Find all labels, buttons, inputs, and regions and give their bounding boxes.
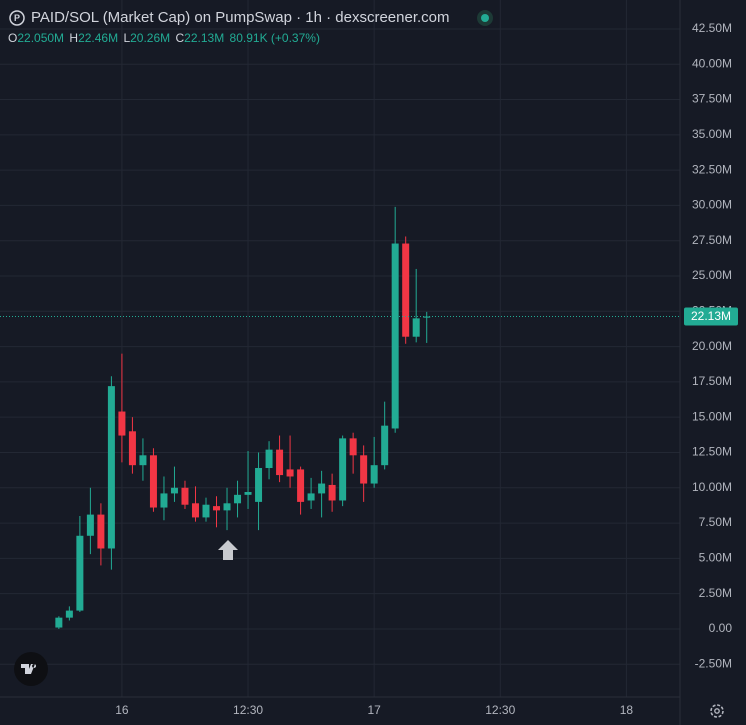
candle-body — [213, 506, 221, 511]
candle-body — [55, 617, 63, 628]
candle-body — [139, 455, 147, 466]
candle-body — [255, 468, 263, 502]
candle-body — [328, 484, 336, 501]
candle-body — [349, 438, 357, 456]
legend-label: O — [8, 31, 17, 45]
chart-title[interactable]: PAID/SOL (Market Cap) on PumpSwap · 1h ·… — [31, 9, 450, 26]
y-tick-label: 32.50M — [692, 162, 732, 176]
y-tick-label: 42.50M — [692, 21, 732, 35]
price-layer: 22.13M — [0, 307, 738, 326]
settings-gear-center — [714, 708, 720, 714]
candle-body — [128, 431, 136, 466]
y-tick-label: 12.50M — [692, 445, 732, 459]
settings-gear[interactable] — [710, 704, 724, 718]
y-tick-label: 0.00 — [709, 621, 733, 635]
candle-body — [370, 465, 378, 484]
x-tick-label: 17 — [367, 703, 381, 717]
x-tick-label: 18 — [620, 703, 634, 717]
x-tick-label: 16 — [115, 703, 129, 717]
candle-body — [286, 469, 294, 477]
candle-body — [181, 487, 189, 505]
y-tick-label: 37.50M — [692, 92, 732, 106]
candle-layer — [55, 206, 431, 629]
candle-body — [97, 514, 105, 549]
candle-body — [402, 243, 410, 337]
y-tick-label: 2.50M — [699, 586, 732, 600]
x-tick-label: 12:30 — [485, 703, 515, 717]
legend-value: 20.26M — [130, 31, 170, 45]
legend-value: 22.46M — [78, 31, 118, 45]
candle-body — [307, 493, 315, 501]
candle-body — [86, 514, 94, 536]
arrow-marker — [218, 540, 238, 560]
status-dot — [481, 14, 489, 22]
y-tick-label: 35.00M — [692, 127, 732, 141]
y-tick-label: 20.00M — [692, 339, 732, 353]
y-tick-label: 5.00M — [699, 551, 732, 565]
candle-body — [360, 455, 368, 484]
y-tick-label: 15.00M — [692, 409, 732, 423]
candle-body — [423, 316, 431, 318]
candle-body — [318, 483, 326, 494]
last-price-label: 22.13M — [691, 309, 731, 323]
candle-body — [65, 610, 73, 618]
candle-body — [297, 469, 305, 502]
logo-mark — [21, 664, 37, 674]
x-tick-label: 12:30 — [233, 703, 263, 717]
y-tick-label: 10.00M — [692, 480, 732, 494]
candle-body — [244, 492, 252, 495]
legend-label: L — [123, 31, 130, 45]
y-tick-label: 17.50M — [692, 374, 732, 388]
y-tick-label: 25.00M — [692, 268, 732, 282]
candle-body — [107, 386, 115, 549]
candle-body — [234, 494, 242, 504]
legend-value: 22.13M — [184, 31, 224, 45]
candle-body — [223, 503, 231, 511]
candle-body — [191, 503, 199, 518]
candle-body — [381, 425, 389, 466]
y-tick-label: -2.50M — [695, 656, 732, 670]
symbol-icon-letter: P — [14, 13, 20, 23]
candle-body — [160, 493, 168, 508]
candle-body — [76, 535, 84, 611]
candle-body — [276, 449, 284, 476]
ohlc-legend: O22.050M H22.46M L20.26M C22.13M 80.91K … — [8, 31, 320, 45]
candle-body — [170, 487, 178, 494]
candle-body — [339, 438, 347, 501]
last-price-box — [684, 307, 738, 326]
legend-label: H — [69, 31, 78, 45]
legend-change: 80.91K (+0.37%) — [230, 31, 320, 45]
candle-body — [149, 455, 157, 508]
candle-body — [118, 411, 126, 436]
candle-body — [202, 504, 210, 518]
y-tick-label: 27.50M — [692, 233, 732, 247]
legend-label: C — [176, 31, 185, 45]
y-tick-label: 7.50M — [699, 515, 732, 529]
candle-body — [412, 318, 420, 337]
symbol-icon — [9, 10, 25, 26]
y-tick-label: 30.00M — [692, 198, 732, 212]
legend-value: 22.050M — [17, 31, 64, 45]
candle-body — [265, 449, 273, 469]
candle-body — [391, 243, 399, 429]
y-tick-label: 40.00M — [692, 56, 732, 70]
